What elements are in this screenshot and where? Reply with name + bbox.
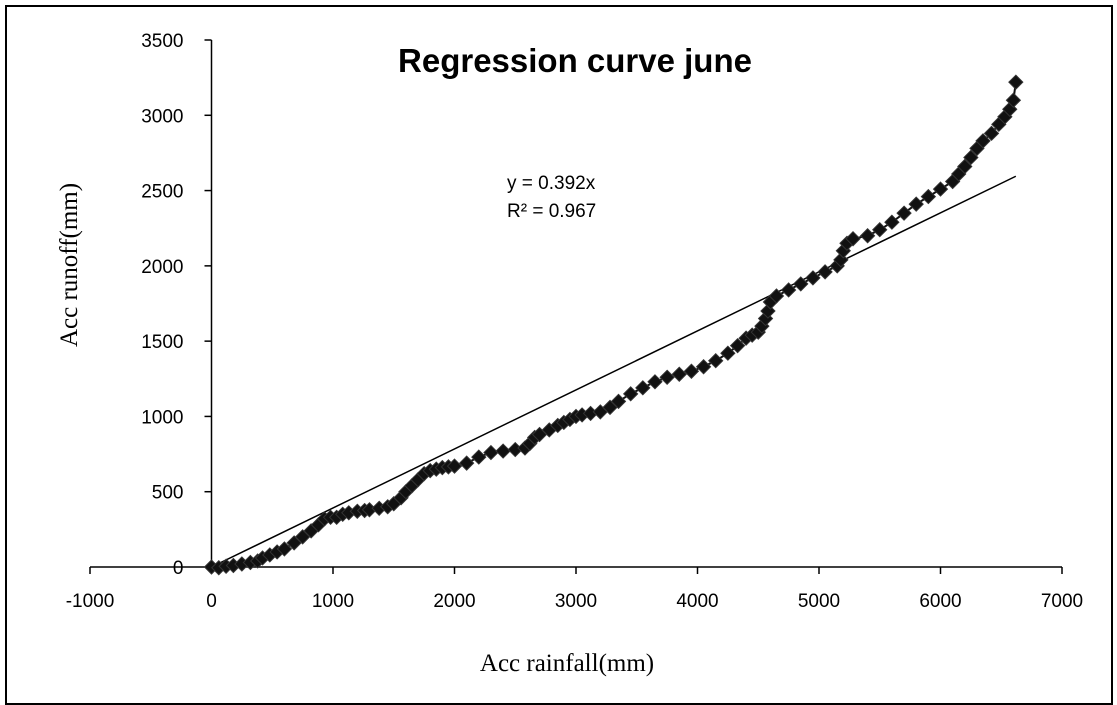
series-line — [211, 82, 1017, 569]
data-point — [635, 380, 651, 396]
data-point — [768, 288, 785, 304]
y-tick-label: 1500 — [141, 332, 183, 353]
x-tick-label: 7000 — [1041, 591, 1083, 612]
x-tick-label: -1000 — [66, 591, 115, 612]
data-point — [896, 205, 912, 221]
data-point — [845, 231, 861, 247]
data-point — [483, 444, 499, 461]
regression-chart: Regression curve june y = 0.392x R² = 0.… — [56, 31, 1083, 677]
chart-title: Regression curve june — [398, 42, 752, 79]
y-tick-label: 2500 — [141, 182, 183, 203]
y-tick-label: 2000 — [141, 257, 183, 278]
data-point — [708, 353, 724, 369]
data-point — [671, 366, 687, 382]
data-point — [276, 541, 293, 557]
chart-frame: Regression curve june y = 0.392x R² = 0.… — [5, 5, 1113, 705]
data-point — [805, 270, 821, 286]
data-point — [622, 386, 639, 402]
data-point — [1005, 92, 1022, 108]
data-point — [458, 455, 475, 471]
y-tick-label: 3500 — [141, 31, 183, 52]
x-tick-label: 4000 — [676, 591, 718, 612]
data-point — [610, 393, 627, 410]
data-point — [817, 264, 833, 280]
data-point — [729, 337, 746, 354]
data-point — [780, 282, 797, 298]
trendline-line — [211, 175, 1017, 568]
data-point — [695, 359, 712, 375]
axes: -1000 0 1000 2000 3000 4000 5000 6000 7000 0 500 10… — [66, 31, 1083, 612]
x-tick-label: 5000 — [798, 591, 840, 612]
x-tick-label: 1000 — [312, 591, 354, 612]
data-point — [659, 369, 675, 385]
y-axis-label: Acc runoff(mm) — [56, 183, 83, 347]
data-point — [932, 181, 949, 197]
trendline — [211, 175, 1017, 568]
data-point — [963, 149, 979, 166]
data-point — [872, 222, 888, 238]
x-tick-label: 6000 — [919, 591, 961, 612]
data-point — [884, 214, 900, 230]
x-tick-label: 2000 — [433, 591, 475, 612]
trendline-equation: y = 0.392x — [507, 173, 596, 194]
data-point — [471, 449, 487, 465]
x-tick-label: 3000 — [555, 591, 597, 612]
y-tick-label: 0 — [173, 558, 184, 579]
data-point — [908, 196, 924, 212]
trendline-r-squared: R² = 0.967 — [507, 201, 596, 222]
data-point — [975, 133, 991, 149]
data-point — [983, 125, 1000, 142]
data-point — [957, 158, 973, 175]
data-point — [720, 345, 736, 361]
data-point — [1008, 74, 1024, 90]
data-point — [859, 228, 876, 244]
data-point — [683, 363, 700, 379]
y-tick-label: 1000 — [141, 407, 183, 428]
y-tick-label: 500 — [152, 483, 184, 504]
data-point — [833, 252, 849, 268]
x-axis-label: Acc rainfall(mm) — [480, 650, 654, 677]
data-point — [495, 443, 511, 459]
data-points — [203, 74, 1024, 576]
data-point — [1002, 101, 1018, 117]
y-tick-label: 3000 — [141, 106, 183, 127]
x-tick-label: 0 — [206, 591, 217, 612]
data-point — [446, 458, 463, 474]
data-point — [793, 276, 809, 292]
data-point — [920, 188, 937, 205]
data-point — [647, 374, 663, 390]
